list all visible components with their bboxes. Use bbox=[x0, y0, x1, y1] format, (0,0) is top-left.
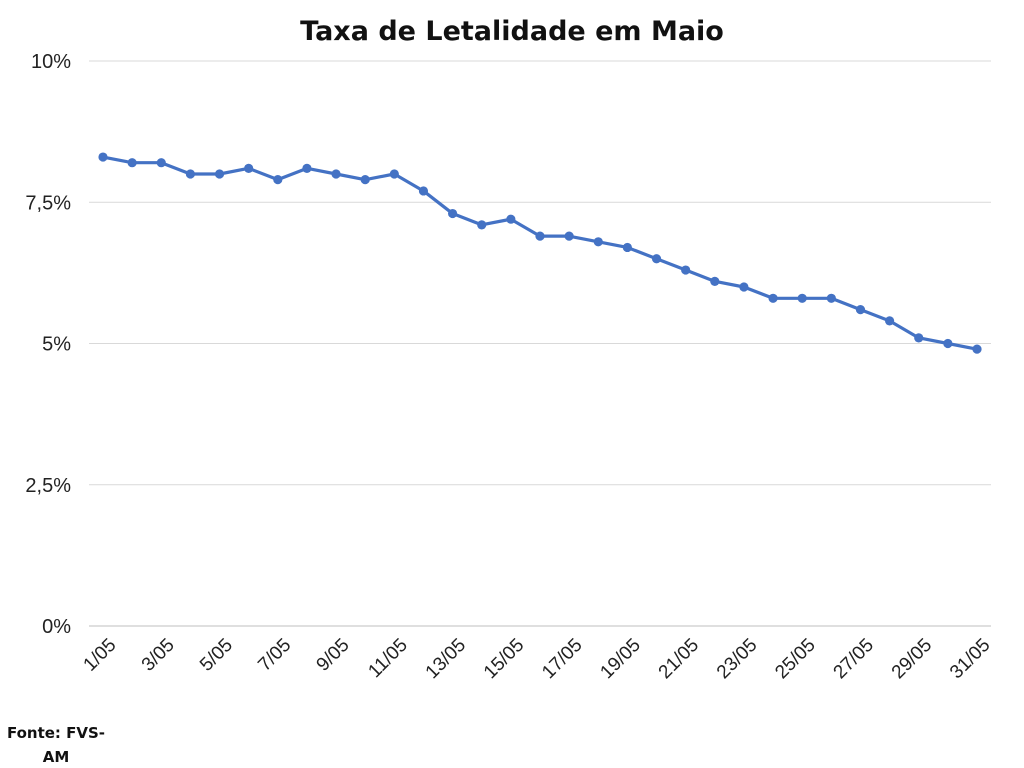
x-axis-tick-labels: 1/05 3/05 5/05 7/05 9/05 11/05 13/05 15/05 17/05… bbox=[80, 635, 995, 683]
data-point bbox=[506, 214, 516, 224]
x-tick-label: 31/05 bbox=[946, 635, 994, 683]
x-tick-label: 17/05 bbox=[538, 635, 586, 683]
y-axis-tick-labels: 0% 2,5% 5% 7,5% 10% bbox=[25, 51, 71, 638]
y-tick-label: 2,5% bbox=[25, 475, 71, 497]
x-tick-label: 1/05 bbox=[80, 635, 121, 676]
data-point bbox=[651, 254, 662, 264]
data-point bbox=[156, 158, 166, 168]
data-point bbox=[739, 282, 749, 292]
data-point bbox=[214, 169, 225, 179]
data-point bbox=[972, 344, 982, 354]
data-point bbox=[448, 208, 458, 219]
data-point bbox=[127, 158, 137, 168]
x-tick-label: 5/05 bbox=[196, 635, 237, 676]
data-point bbox=[418, 186, 429, 196]
data-point bbox=[622, 242, 633, 253]
data-point bbox=[389, 169, 399, 179]
data-point bbox=[302, 163, 312, 173]
data-point bbox=[593, 237, 603, 247]
source-note: Fonte: FVS-AM bbox=[6, 724, 106, 766]
y-tick-label: 7,5% bbox=[25, 192, 71, 214]
y-tick-label: 10% bbox=[31, 51, 71, 73]
x-tick-label: 25/05 bbox=[771, 635, 819, 683]
x-tick-label: 3/05 bbox=[138, 635, 179, 676]
data-point bbox=[710, 276, 720, 286]
data-point bbox=[564, 231, 574, 241]
x-tick-label: 9/05 bbox=[313, 635, 354, 676]
data-point bbox=[535, 231, 545, 241]
x-tick-label: 7/05 bbox=[254, 635, 295, 676]
gridlines bbox=[89, 60, 991, 486]
data-point bbox=[185, 169, 195, 179]
x-tick-label: 15/05 bbox=[480, 635, 528, 683]
data-point bbox=[826, 293, 836, 303]
data-point bbox=[768, 293, 778, 303]
data-point bbox=[273, 175, 283, 185]
data-point bbox=[797, 293, 807, 303]
x-tick-label: 13/05 bbox=[422, 635, 470, 683]
y-tick-label: 5% bbox=[42, 334, 71, 356]
data-point bbox=[331, 169, 341, 179]
series-line bbox=[101, 155, 979, 351]
data-point bbox=[477, 220, 487, 230]
series bbox=[98, 152, 982, 354]
data-point bbox=[855, 305, 866, 315]
x-tick-label: 11/05 bbox=[364, 635, 411, 682]
x-tick-label: 19/05 bbox=[596, 635, 644, 683]
data-point bbox=[244, 163, 254, 173]
data-point bbox=[914, 333, 924, 343]
data-point bbox=[98, 152, 108, 162]
data-point bbox=[360, 175, 370, 185]
x-tick-label: 21/05 bbox=[655, 635, 703, 683]
data-point bbox=[943, 338, 953, 349]
x-tick-label: 29/05 bbox=[888, 635, 936, 683]
x-tick-label: 27/05 bbox=[830, 635, 878, 683]
data-point bbox=[885, 316, 895, 326]
x-tick-label: 23/05 bbox=[713, 635, 761, 683]
y-tick-label: 0% bbox=[42, 616, 71, 638]
data-point bbox=[681, 265, 691, 275]
chart-title: Taxa de Letalidade em Maio bbox=[300, 16, 724, 47]
